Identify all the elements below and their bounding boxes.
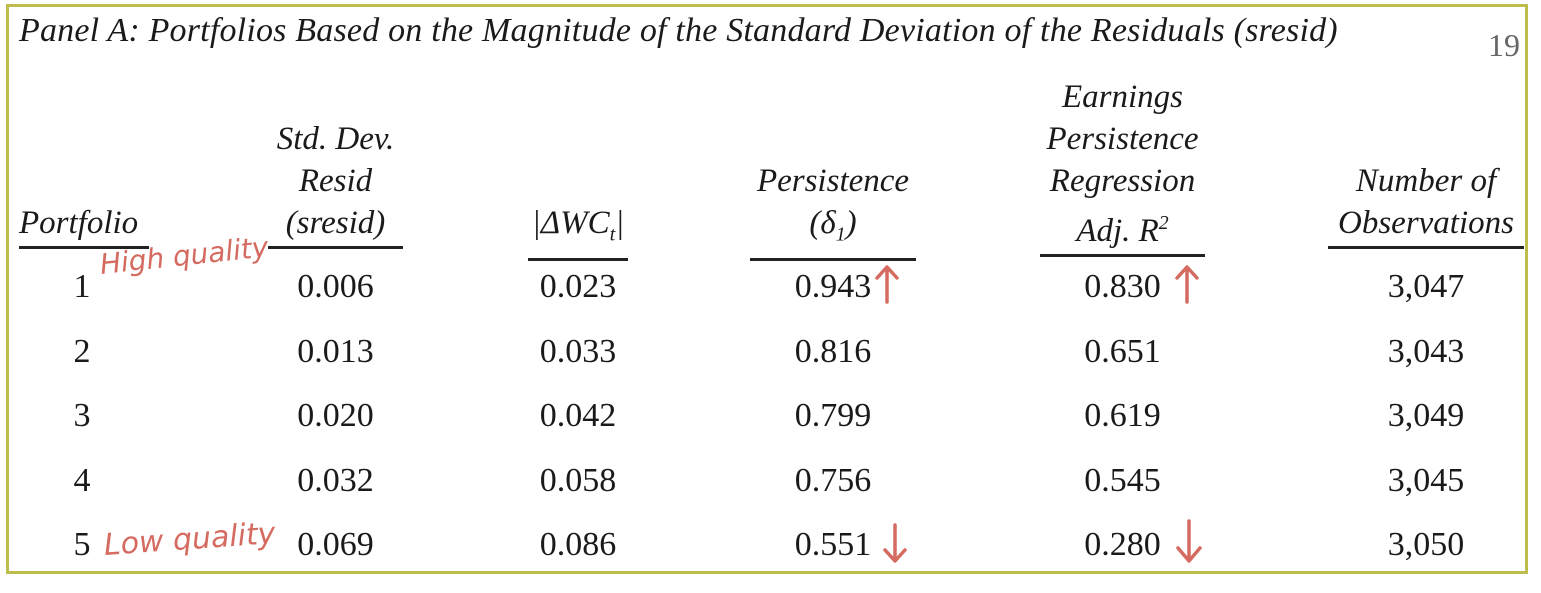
cell-portfolio: 3 xyxy=(73,397,91,434)
header-adj-r2: Earnings Persistence Regression Adj. R2 xyxy=(1040,76,1205,257)
cell-sresid: 0.020 xyxy=(297,397,374,434)
cell-observations: 3,045 xyxy=(1387,462,1465,499)
up-arrow-icon xyxy=(875,265,899,304)
header-portfolio: Portfolio xyxy=(19,202,149,249)
cell-delta-wc: 0.023 xyxy=(539,268,617,305)
cell-delta-wc: 0.086 xyxy=(539,526,617,563)
cell-delta-wc: 0.042 xyxy=(539,397,617,434)
up-arrow-icon xyxy=(1175,265,1199,304)
cell-adj-r2: 0.619 xyxy=(1084,397,1161,434)
cell-persistence: 0.551 xyxy=(794,526,872,563)
page-number: 19 xyxy=(1488,27,1520,63)
cell-portfolio: 4 xyxy=(73,462,91,499)
cell-persistence: 0.756 xyxy=(794,462,872,499)
header-observations: Number of Observations xyxy=(1328,160,1524,249)
cell-observations: 3,049 xyxy=(1387,397,1465,434)
cell-persistence: 0.799 xyxy=(794,397,872,434)
cell-observations: 3,043 xyxy=(1387,333,1465,370)
cell-persistence: 0.816 xyxy=(794,333,872,370)
header-delta-wc: |ΔWCt| xyxy=(528,202,628,261)
header-persistence: Persistence (δ1) xyxy=(750,160,916,261)
down-arrow-icon xyxy=(1176,519,1202,563)
cell-observations: 3,050 xyxy=(1387,526,1465,563)
down-arrow-icon xyxy=(883,523,907,563)
cell-adj-r2: 0.651 xyxy=(1084,333,1161,370)
cell-portfolio: 1 xyxy=(73,268,91,305)
cell-sresid: 0.006 xyxy=(297,268,374,305)
cell-portfolio: 5 xyxy=(73,526,91,563)
cell-adj-r2: 0.830 xyxy=(1084,268,1161,305)
cell-sresid: 0.013 xyxy=(297,333,374,370)
cell-delta-wc: 0.058 xyxy=(539,462,617,499)
cell-adj-r2: 0.280 xyxy=(1084,526,1161,563)
cell-sresid: 0.032 xyxy=(297,462,374,499)
cell-sresid: 0.069 xyxy=(297,526,374,563)
table-frame xyxy=(6,4,1528,574)
cell-observations: 3,047 xyxy=(1387,268,1465,305)
cell-delta-wc: 0.033 xyxy=(539,333,617,370)
cell-portfolio: 2 xyxy=(73,333,91,370)
cell-adj-r2: 0.545 xyxy=(1084,462,1161,499)
cell-persistence: 0.943 xyxy=(794,268,872,305)
panel-title: Panel A: Portfolios Based on the Magnitu… xyxy=(19,12,1338,49)
header-sresid: Std. Dev. Resid (sresid) xyxy=(268,118,403,249)
